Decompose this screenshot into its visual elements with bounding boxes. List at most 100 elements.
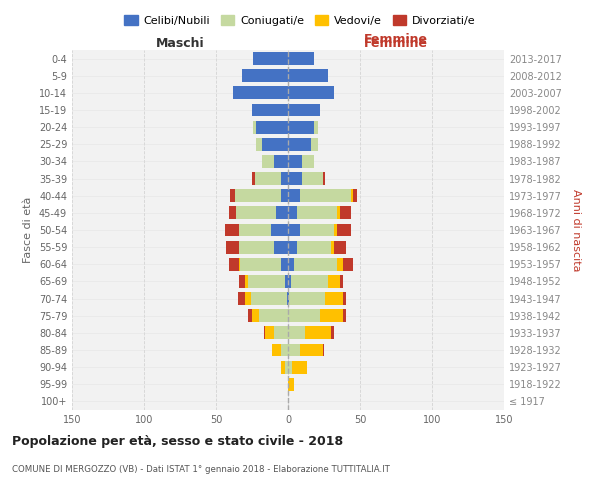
Bar bbox=[337, 224, 352, 236]
Bar bbox=[296, 240, 331, 254]
Bar bbox=[288, 310, 320, 322]
Bar bbox=[288, 104, 320, 117]
Bar bbox=[285, 275, 288, 288]
Bar bbox=[288, 138, 311, 150]
Y-axis label: Anni di nascita: Anni di nascita bbox=[571, 188, 581, 271]
Bar bbox=[334, 224, 337, 236]
Bar bbox=[288, 120, 314, 134]
Bar bbox=[239, 258, 241, 270]
Bar bbox=[238, 292, 245, 305]
Bar bbox=[252, 310, 259, 322]
Text: Popolazione per età, sesso e stato civile - 2018: Popolazione per età, sesso e stato civil… bbox=[12, 435, 343, 448]
Bar bbox=[343, 292, 346, 305]
Bar bbox=[274, 155, 288, 168]
Bar bbox=[230, 190, 235, 202]
Bar bbox=[224, 224, 239, 236]
Bar bbox=[311, 138, 318, 150]
Bar bbox=[305, 326, 331, 340]
Text: Maschi: Maschi bbox=[155, 37, 205, 50]
Bar bbox=[299, 190, 352, 202]
Bar bbox=[288, 52, 314, 65]
Bar bbox=[320, 310, 343, 322]
Bar bbox=[229, 206, 236, 220]
Bar bbox=[288, 86, 334, 100]
Bar bbox=[299, 224, 334, 236]
Bar bbox=[252, 104, 288, 117]
Legend: Celibi/Nubili, Coniugati/e, Vedovi/e, Divorziati/e: Celibi/Nubili, Coniugati/e, Vedovi/e, Di… bbox=[120, 10, 480, 30]
Bar bbox=[288, 344, 299, 356]
Bar bbox=[281, 190, 288, 202]
Bar bbox=[285, 360, 288, 374]
Bar bbox=[236, 206, 277, 220]
Bar bbox=[323, 344, 324, 356]
Bar bbox=[239, 224, 271, 236]
Bar bbox=[352, 190, 353, 202]
Bar bbox=[281, 258, 288, 270]
Bar bbox=[288, 378, 294, 390]
Bar bbox=[253, 120, 256, 134]
Bar bbox=[256, 120, 288, 134]
Bar bbox=[343, 310, 346, 322]
Bar bbox=[281, 360, 285, 374]
Bar bbox=[314, 120, 318, 134]
Bar bbox=[288, 155, 302, 168]
Y-axis label: Fasce di età: Fasce di età bbox=[23, 197, 33, 263]
Bar bbox=[340, 275, 343, 288]
Bar bbox=[294, 258, 337, 270]
Bar bbox=[288, 275, 291, 288]
Text: COMUNE DI MERGOZZO (VB) - Dati ISTAT 1° gennaio 2018 - Elaborazione TUTTITALIA.I: COMUNE DI MERGOZZO (VB) - Dati ISTAT 1° … bbox=[12, 465, 390, 474]
Bar bbox=[256, 138, 262, 150]
Bar bbox=[340, 206, 352, 220]
Bar bbox=[253, 52, 288, 65]
Bar bbox=[252, 172, 255, 185]
Bar bbox=[288, 172, 302, 185]
Bar bbox=[302, 155, 314, 168]
Bar bbox=[272, 344, 281, 356]
Bar bbox=[251, 292, 287, 305]
Bar bbox=[299, 344, 323, 356]
Bar bbox=[337, 206, 340, 220]
Bar bbox=[343, 258, 353, 270]
Bar bbox=[337, 258, 343, 270]
Bar bbox=[265, 326, 274, 340]
Bar bbox=[288, 258, 294, 270]
Bar bbox=[274, 326, 288, 340]
Bar bbox=[239, 240, 274, 254]
Bar bbox=[255, 172, 281, 185]
Bar bbox=[235, 190, 281, 202]
Bar bbox=[296, 206, 337, 220]
Bar bbox=[288, 292, 289, 305]
Bar bbox=[233, 86, 288, 100]
Bar bbox=[277, 206, 288, 220]
Bar bbox=[281, 172, 288, 185]
Text: Femmine: Femmine bbox=[364, 34, 428, 46]
Bar bbox=[229, 258, 239, 270]
Bar bbox=[248, 275, 285, 288]
Bar bbox=[328, 275, 340, 288]
Bar bbox=[292, 360, 307, 374]
Bar bbox=[239, 275, 245, 288]
Bar bbox=[274, 240, 288, 254]
Bar bbox=[288, 190, 299, 202]
Bar bbox=[263, 326, 265, 340]
Bar bbox=[325, 292, 343, 305]
Bar bbox=[288, 326, 305, 340]
Bar bbox=[281, 344, 288, 356]
Bar bbox=[323, 172, 325, 185]
Bar bbox=[262, 155, 274, 168]
Bar bbox=[245, 275, 248, 288]
Bar bbox=[245, 292, 251, 305]
Bar bbox=[288, 70, 328, 82]
Bar bbox=[242, 70, 288, 82]
Bar bbox=[262, 138, 288, 150]
Bar bbox=[288, 224, 299, 236]
Bar bbox=[226, 240, 239, 254]
Bar bbox=[241, 258, 281, 270]
Bar bbox=[288, 206, 296, 220]
Text: Femmine: Femmine bbox=[364, 37, 428, 50]
Bar bbox=[291, 275, 328, 288]
Bar bbox=[331, 240, 334, 254]
Bar bbox=[271, 224, 288, 236]
Bar bbox=[302, 172, 323, 185]
Bar bbox=[288, 360, 292, 374]
